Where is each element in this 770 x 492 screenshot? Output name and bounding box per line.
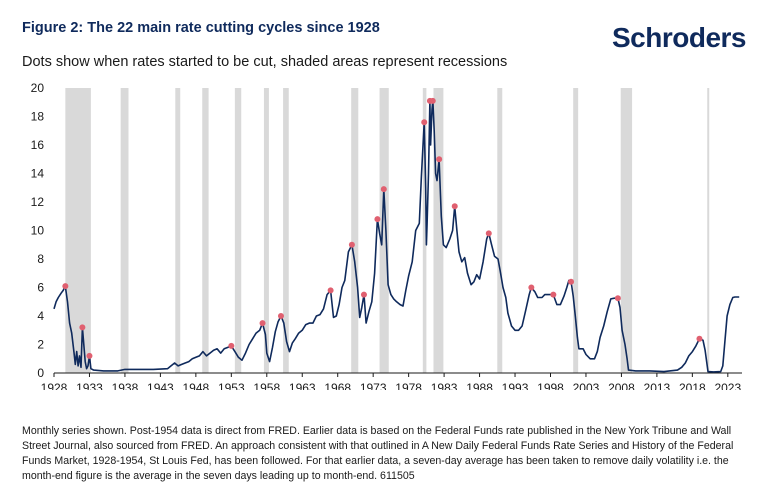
rate-cut-dot — [79, 324, 86, 331]
rate-cut-dot — [451, 203, 458, 210]
recession-band — [422, 88, 427, 373]
rate-cut-dot — [228, 342, 235, 349]
brand-logo: Schroders — [612, 22, 747, 53]
recession-band — [707, 88, 710, 373]
rate-cut-dot — [614, 295, 621, 302]
recession-band — [620, 88, 633, 373]
x-tick-label: 2003 — [573, 381, 600, 390]
y-tick-label: 14 — [31, 167, 45, 181]
rate-cut-dot — [374, 216, 381, 223]
rate-cut-dot — [62, 283, 69, 290]
axes: 0 2 4 6 8 10 12 14 16 18 20 1928 1933 1938 1943 1948 195… — [31, 81, 742, 390]
x-tick-label: 1978 — [395, 381, 422, 390]
y-tick-label: 12 — [31, 195, 45, 209]
chart-title: Figure 2: The 22 main rate cutting cycle… — [22, 20, 380, 36]
rate-cut-dot — [568, 278, 575, 285]
rate-cut-dot — [86, 352, 93, 359]
recession-band — [379, 88, 389, 373]
recession-band — [120, 88, 129, 373]
y-tick-label: 18 — [31, 110, 45, 124]
rate-series — [53, 98, 740, 373]
rate-cut-dots — [62, 97, 703, 359]
rate-cut-dot — [259, 320, 266, 327]
x-tick-label: 1983 — [431, 381, 458, 390]
y-tick-label: 2 — [37, 338, 44, 352]
rate-cut-dot — [429, 97, 436, 104]
y-tick-label: 10 — [31, 224, 45, 238]
rate-cut-dot — [528, 284, 535, 291]
chart-subtitle: Dots show when rates started to be cut, … — [22, 54, 508, 70]
rate-cut-dot — [327, 287, 334, 294]
y-tick-label: 16 — [31, 138, 45, 152]
recession-band — [263, 88, 269, 373]
x-tick-label: 1968 — [324, 381, 351, 390]
rate-cut-dot — [696, 335, 703, 342]
recession-band — [175, 88, 181, 373]
x-tick-label: 1973 — [360, 381, 387, 390]
x-tick-label: 1993 — [502, 381, 529, 390]
x-tick-label: 1958 — [253, 381, 280, 390]
x-tick-label: 1943 — [147, 381, 174, 390]
rate-cut-dot — [380, 186, 387, 193]
recession-band — [573, 88, 579, 373]
recession-band — [351, 88, 359, 373]
recession-band — [497, 88, 503, 373]
recession-band — [202, 88, 209, 373]
x-tick-label: 2008 — [608, 381, 635, 390]
rate-cut-dot — [485, 230, 492, 237]
recession-band — [65, 88, 91, 373]
rate-cut-dot — [550, 291, 557, 298]
footnote: Monthly series shown. Post-1954 data is … — [22, 425, 734, 482]
fed-funds-rate-line — [53, 98, 740, 373]
x-tick-label: 1998 — [537, 381, 564, 390]
x-tick-label: 2018 — [679, 381, 706, 390]
recession-band — [433, 88, 444, 373]
y-tick-label: 6 — [37, 281, 44, 295]
rate-cut-dot — [360, 291, 367, 298]
x-tick-label: 1953 — [218, 381, 245, 390]
x-tick-label: 2013 — [644, 381, 671, 390]
y-tick-label: 20 — [31, 81, 45, 95]
x-tick-label: 1988 — [466, 381, 493, 390]
rate-cut-dot — [436, 156, 443, 163]
x-tick-label: 1928 — [41, 381, 68, 390]
y-tick-label: 4 — [37, 309, 44, 323]
recession-shading — [65, 88, 710, 373]
x-tick-label: 1938 — [112, 381, 139, 390]
rate-cut-dot — [348, 241, 355, 248]
recession-band — [234, 88, 242, 373]
recession-band — [283, 88, 289, 373]
x-tick-label: 2023 — [714, 381, 741, 390]
x-tick-label: 1948 — [183, 381, 210, 390]
y-tick-label: 8 — [37, 252, 44, 266]
x-tick-label: 1933 — [76, 381, 103, 390]
rate-cut-dot — [277, 313, 284, 319]
x-tick-label: 1963 — [289, 381, 316, 390]
rate-cut-dot — [421, 119, 428, 126]
rate-chart: 0 2 4 6 8 10 12 14 16 18 20 1928 1933 1938 1943 1948 195… — [31, 81, 742, 390]
y-tick-label: 0 — [37, 366, 44, 380]
